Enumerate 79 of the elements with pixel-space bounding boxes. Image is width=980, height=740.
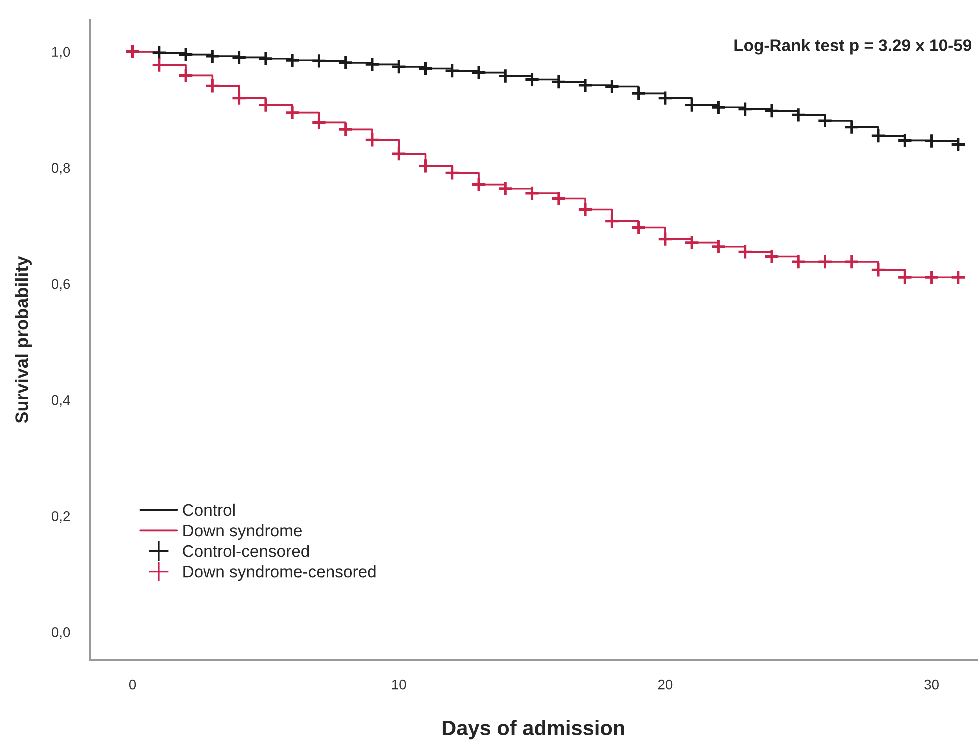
point <box>231 50 248 66</box>
point <box>311 114 328 131</box>
point <box>578 78 594 94</box>
point <box>790 107 806 123</box>
point <box>364 56 380 73</box>
point <box>684 234 700 251</box>
point <box>817 254 834 270</box>
x-tick-label: 30 <box>924 680 939 690</box>
point <box>604 214 620 230</box>
annotation: Log-Rank test p = 3.29 x 10-59 <box>734 39 972 55</box>
point <box>578 202 594 218</box>
point <box>391 59 407 75</box>
point <box>338 55 354 71</box>
point <box>231 90 248 106</box>
x-tick-label: 10 <box>392 680 406 690</box>
point <box>311 53 328 70</box>
point <box>178 46 194 63</box>
point <box>764 103 780 119</box>
point <box>764 248 780 265</box>
point <box>950 270 966 286</box>
point <box>152 45 168 61</box>
y-axis-title: Survival probability <box>15 256 32 424</box>
point <box>897 270 913 286</box>
point <box>471 64 487 81</box>
x-axis-title: Days of admission <box>442 720 624 740</box>
legend-label: Control <box>183 504 235 516</box>
point <box>338 122 354 138</box>
y-tick-label: 0,2 <box>52 511 70 523</box>
point <box>950 136 966 153</box>
point <box>258 97 274 114</box>
point <box>498 181 514 197</box>
x-tick-label: 20 <box>658 680 673 690</box>
point <box>284 52 300 68</box>
point <box>551 74 567 90</box>
point <box>630 86 647 102</box>
point <box>418 60 434 77</box>
legend-label: Control-censored <box>183 544 310 558</box>
point <box>418 158 434 174</box>
point <box>444 165 460 182</box>
point <box>630 220 647 236</box>
point <box>738 244 754 260</box>
point <box>284 104 300 121</box>
point <box>790 254 806 270</box>
point <box>924 270 940 286</box>
point <box>870 262 886 278</box>
point <box>258 51 274 67</box>
point <box>710 100 727 116</box>
point <box>498 68 514 84</box>
point <box>178 68 194 84</box>
point <box>870 128 886 144</box>
x-tick-label: 0 <box>129 680 136 690</box>
point <box>844 254 860 270</box>
point <box>710 239 727 255</box>
y-tick-label: 0,0 <box>52 628 70 640</box>
point <box>204 78 221 94</box>
legend-label: Down syndrome <box>184 524 302 540</box>
point <box>152 57 168 74</box>
point <box>551 190 567 207</box>
y-tick-label: 0,8 <box>52 163 70 175</box>
point <box>364 132 380 148</box>
point <box>684 97 700 114</box>
legend-label: Down syndrome-censored <box>184 566 376 582</box>
point <box>658 90 674 106</box>
point <box>844 120 860 136</box>
point <box>738 102 754 118</box>
point <box>471 176 487 193</box>
y-tick-label: 1,0 <box>52 47 70 59</box>
point <box>444 63 460 79</box>
point <box>204 48 221 64</box>
point <box>604 78 620 95</box>
y-tick-label: 0,4 <box>52 395 70 407</box>
point <box>924 133 940 150</box>
y-tick-label: 0,6 <box>52 279 70 291</box>
point <box>897 132 913 149</box>
point <box>391 146 407 162</box>
point <box>524 186 540 202</box>
point <box>524 72 540 88</box>
point <box>658 232 674 248</box>
point <box>817 113 834 129</box>
